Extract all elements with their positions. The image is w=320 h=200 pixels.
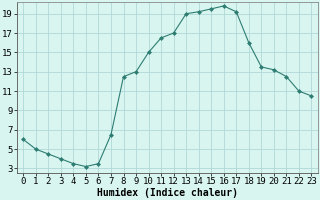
X-axis label: Humidex (Indice chaleur): Humidex (Indice chaleur)	[97, 188, 238, 198]
